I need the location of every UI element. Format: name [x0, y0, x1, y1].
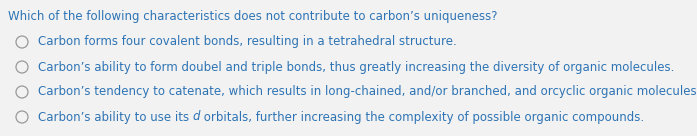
Text: orbitals, further increasing the complexity of possible organic compounds.: orbitals, further increasing the complex…: [200, 110, 645, 123]
Text: Carbon’s ability to form doubel and triple bonds, thus greatly increasing the di: Carbon’s ability to form doubel and trip…: [38, 61, 675, 73]
Text: Carbon’s tendency to catenate, which results in long-chained, and/or branched, a: Carbon’s tendency to catenate, which res…: [38, 86, 697, 98]
Text: Which of the following characteristics does not contribute to carbon’s uniquenes: Which of the following characteristics d…: [8, 10, 498, 23]
Text: Carbon forms four covalent bonds, resulting in a tetrahedral structure.: Carbon forms four covalent bonds, result…: [38, 35, 457, 49]
Text: d: d: [193, 110, 200, 123]
Text: Carbon’s ability to use its: Carbon’s ability to use its: [38, 110, 193, 123]
